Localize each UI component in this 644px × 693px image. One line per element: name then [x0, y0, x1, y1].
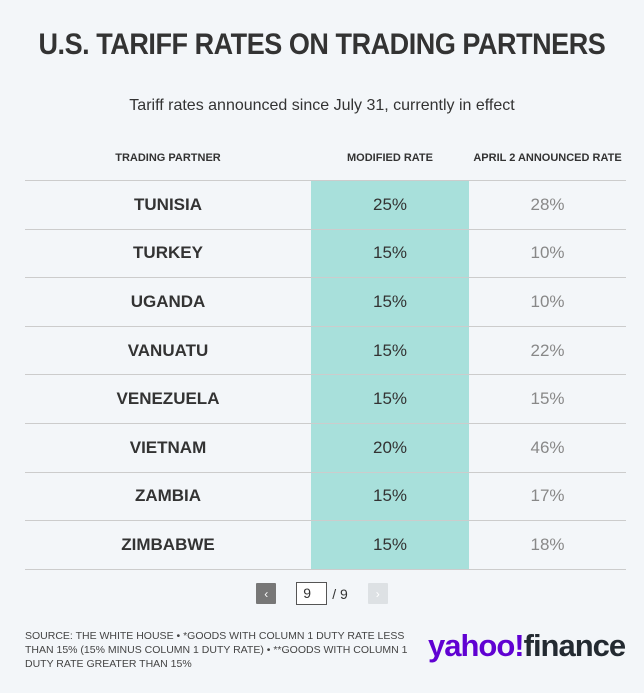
column-header-partner: TRADING PARTNER [115, 152, 221, 164]
yahoo-finance-logo: yahoo!finance [428, 628, 626, 663]
april-rate-cell: 10% [469, 228, 626, 278]
table-header: TRADING PARTNER MODIFIED RATE APRIL 2 AN… [25, 136, 626, 180]
april-rate-cell: 15% [469, 374, 626, 424]
partner-cell: VANUATU [25, 325, 311, 375]
tariff-table: TUNISIA 25% 28% TURKEY 15% 10% UGANDA 15% 10% VAN… [25, 180, 626, 570]
table-row: UGANDA 15% 10% [25, 277, 626, 327]
modified-rate-cell: 15% [311, 471, 469, 521]
modified-rate-cell: 25% [311, 180, 469, 230]
modified-rate-cell: 15% [311, 374, 469, 424]
table-row: ZAMBIA 15% 17% [25, 471, 626, 521]
modified-rate-cell: 15% [311, 277, 469, 327]
table-row: VIETNAM 20% 46% [25, 422, 626, 473]
april-rate-cell: 17% [469, 471, 626, 521]
chart-title: U.S. TARIFF RATES ON TRADING PARTNERS [38, 28, 606, 61]
modified-rate-cell: 20% [311, 422, 469, 473]
partner-cell: ZIMBABWE [25, 520, 311, 570]
table-row: VENEZUELA 15% 15% [25, 374, 626, 424]
april-rate-cell: 18% [469, 520, 626, 570]
partner-cell: UGANDA [25, 277, 311, 327]
april-rate-cell: 28% [469, 180, 626, 230]
pagination: ‹ 9 / 9 › [0, 582, 644, 605]
modified-rate-cell: 15% [311, 325, 469, 375]
partner-cell: VENEZUELA [25, 374, 311, 424]
chart-subtitle: Tariff rates announced since July 31, cu… [129, 97, 515, 114]
page-number-input[interactable]: 9 [296, 582, 328, 605]
partner-cell: VIETNAM [25, 422, 311, 473]
next-page-button[interactable]: › [367, 583, 388, 604]
page-total: / 9 [332, 585, 348, 602]
modified-rate-cell: 15% [311, 228, 469, 278]
table-row: TUNISIA 25% 28% [25, 180, 626, 230]
april-rate-cell: 22% [469, 325, 626, 375]
table-row: TURKEY 15% 10% [25, 228, 626, 278]
april-rate-cell: 46% [469, 422, 626, 473]
table-row: VANUATU 15% 22% [25, 325, 626, 375]
column-header-modified: MODIFIED RATE [347, 152, 433, 164]
april-rate-cell: 10% [469, 277, 626, 327]
partner-cell: TURKEY [25, 228, 311, 278]
partner-cell: TUNISIA [25, 180, 311, 230]
partner-cell: ZAMBIA [25, 471, 311, 521]
column-header-april: APRIL 2 ANNOUNCED RATE [473, 152, 622, 164]
modified-rate-cell: 15% [311, 520, 469, 570]
table-row: ZIMBABWE 15% 18% [25, 520, 626, 570]
source-note: SOURCE: THE WHITE HOUSE • *GOODS WITH CO… [25, 630, 408, 670]
previous-page-button[interactable]: ‹ [256, 583, 277, 604]
